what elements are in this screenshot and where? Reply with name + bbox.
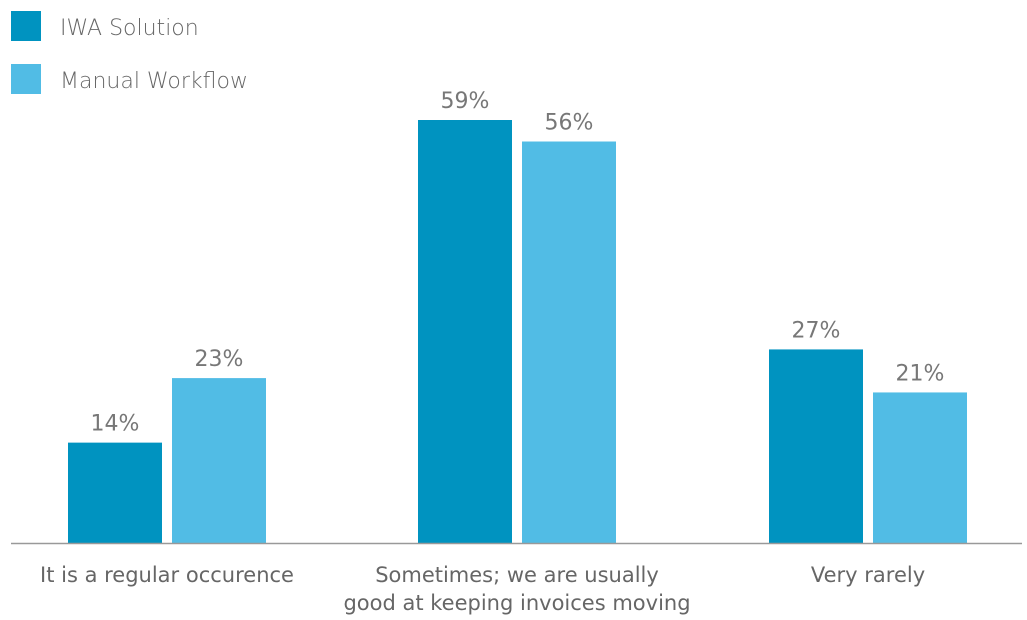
category-label-3: Very rarely <box>811 563 925 587</box>
bar-manual-2 <box>522 141 616 543</box>
data-label-iwa-1: 14% <box>91 412 140 437</box>
data-label-manual-2: 56% <box>545 111 594 136</box>
data-label-iwa-3: 27% <box>792 318 841 343</box>
legend-label-2: Manual Workflow <box>60 69 248 94</box>
category-label-2-line-2: good at keeping invoices moving <box>343 591 690 615</box>
category-label-2-line-1: Sometimes; we are usually <box>375 563 659 587</box>
bar-iwa-3 <box>769 349 863 543</box>
legend-swatch-1 <box>11 11 41 41</box>
data-label-iwa-2: 59% <box>441 89 490 114</box>
category-label-1: It is a regular occurence <box>40 563 294 587</box>
bar-manual-1 <box>172 378 266 543</box>
data-label-manual-1: 23% <box>195 347 244 372</box>
data-label-manual-3: 21% <box>896 361 945 386</box>
legend-label-1: IWA Solution <box>60 16 199 41</box>
bar-iwa-2 <box>418 120 512 543</box>
bar-iwa-1 <box>68 442 162 543</box>
bar-manual-3 <box>873 392 967 543</box>
legend-swatch-2 <box>11 64 41 94</box>
